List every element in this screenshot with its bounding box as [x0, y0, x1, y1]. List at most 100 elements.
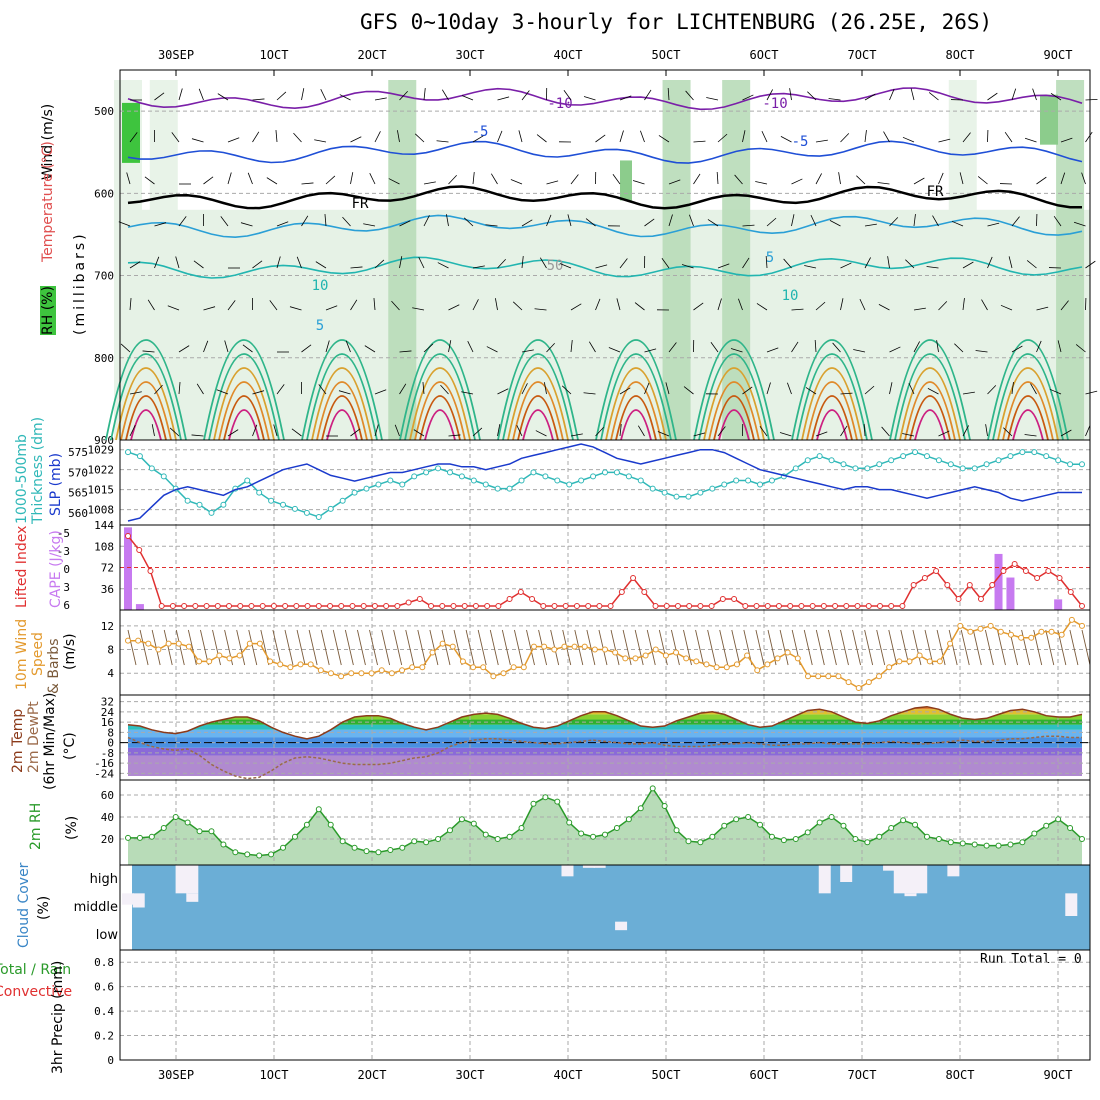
lifted-index-point: [147, 568, 154, 574]
low-level-isotherm: [399, 339, 481, 441]
rh2m-point: [935, 836, 942, 842]
wind-barb: [877, 182, 890, 185]
tick-label: 1029: [88, 444, 115, 457]
precip-tick-label: 0.2: [94, 1030, 114, 1043]
wind-barb-10m: [1081, 629, 1091, 666]
cloud-tick-label: high: [90, 872, 118, 887]
thickness-point: [160, 473, 167, 480]
bottom-date-label: 5OCT: [651, 1068, 681, 1082]
thickness-point: [923, 453, 930, 460]
precip-tick-label: 0.4: [94, 1005, 114, 1018]
rh2m-point: [959, 840, 966, 847]
wind-barb: [864, 93, 876, 101]
lifted-index-point: [832, 603, 839, 609]
wind-barb: [936, 340, 939, 353]
lifted-index-point: [259, 603, 266, 609]
contour-label: -5: [792, 134, 809, 150]
rh2m-point: [482, 831, 489, 838]
wind-barb: [129, 132, 138, 143]
wind-barb: [789, 88, 792, 101]
low-level-isotherm: [404, 353, 476, 441]
dewpoint-line: [127, 735, 1082, 780]
lifted-index-point: [562, 603, 569, 609]
low-level-isotherm: [806, 381, 858, 441]
wind10m-point: [957, 622, 964, 629]
rh2m-point: [339, 838, 346, 845]
wind-barb: [807, 91, 817, 101]
wind-barb: [463, 217, 474, 227]
wind-barb: [242, 344, 253, 353]
wind-barb: [962, 298, 965, 311]
wind10m-point: [733, 661, 740, 668]
low-level-isotherm: [316, 381, 368, 441]
wind-barb-10m: [743, 629, 753, 666]
wind-barb-10m: [236, 629, 246, 666]
low-level-isotherm: [517, 395, 559, 441]
wind-barb-10m: [296, 629, 306, 666]
thickness-point: [470, 477, 477, 484]
thickness-point: [745, 477, 752, 484]
cape-tick-label: 144: [94, 519, 114, 532]
wind-barb-10m: [948, 629, 958, 666]
rh2m-point: [995, 842, 1002, 849]
lifted-index-point: [383, 603, 390, 609]
thickness-point: [912, 449, 919, 456]
wind-barb-10m: [308, 629, 318, 666]
wind-barb: [521, 219, 533, 227]
thickness-point: [852, 465, 859, 472]
wind-barb: [1085, 98, 1098, 101]
wind-barb: [734, 174, 743, 185]
lifted-index-point: [809, 603, 816, 609]
wind-barb: [1057, 340, 1062, 353]
wind10m-point: [216, 652, 223, 659]
cloud-middle-bar: [132, 893, 145, 908]
li-tick-label: 3: [63, 581, 70, 594]
wind10m-point: [125, 637, 131, 644]
low-level-isotherm: [507, 367, 569, 441]
wind-barb: [350, 136, 362, 143]
wind-barb: [388, 178, 400, 185]
wind-barb: [339, 94, 351, 101]
wind-barb: [913, 214, 916, 227]
wind-barb-10m: [405, 629, 415, 666]
wind-barb: [595, 426, 604, 437]
tick-label: 8: [107, 644, 114, 657]
thickness-point: [375, 481, 382, 488]
wind-barb-10m: [489, 629, 499, 666]
low-level-isotherm: [120, 381, 172, 441]
wind-barb: [583, 392, 596, 395]
rh2m-point: [530, 800, 537, 807]
rh2m-point: [542, 794, 549, 801]
rh2m-point: [840, 822, 847, 829]
wind-barb: [399, 220, 411, 227]
wind-barb: [804, 265, 817, 269]
wind-barb: [154, 92, 165, 101]
rh2m-point: [947, 839, 954, 846]
wind-barb: [252, 390, 265, 395]
lifted-index-point: [405, 599, 412, 606]
wind-barb: [142, 350, 155, 353]
contour-label: 5: [766, 250, 774, 266]
thickness-point: [995, 457, 1002, 464]
rh2m-point: [1007, 841, 1014, 848]
wind-barb: [227, 172, 232, 185]
lifted-index-point: [865, 603, 872, 609]
rain-label: Total / Rain: [0, 962, 72, 978]
wind-barb: [399, 256, 403, 269]
rh2m-point: [900, 817, 907, 824]
thickness-point: [554, 477, 561, 484]
wind10m-point: [368, 670, 375, 677]
wind-barb: [1081, 172, 1086, 185]
rh2m-point: [1019, 839, 1026, 846]
low-level-isotherm: [228, 409, 260, 441]
wind10m-point: [581, 643, 588, 650]
wind10m-point: [987, 622, 994, 629]
lifted-index-point: [293, 603, 300, 609]
top-date-label: 6OCT: [749, 48, 779, 62]
lifted-index-point: [630, 575, 637, 581]
wind-barb-10m: [272, 629, 282, 666]
wind-barb: [472, 135, 484, 143]
wind-barb: [269, 300, 278, 311]
wind-barb: [595, 134, 606, 143]
wind-barb-10m: [526, 629, 535, 666]
